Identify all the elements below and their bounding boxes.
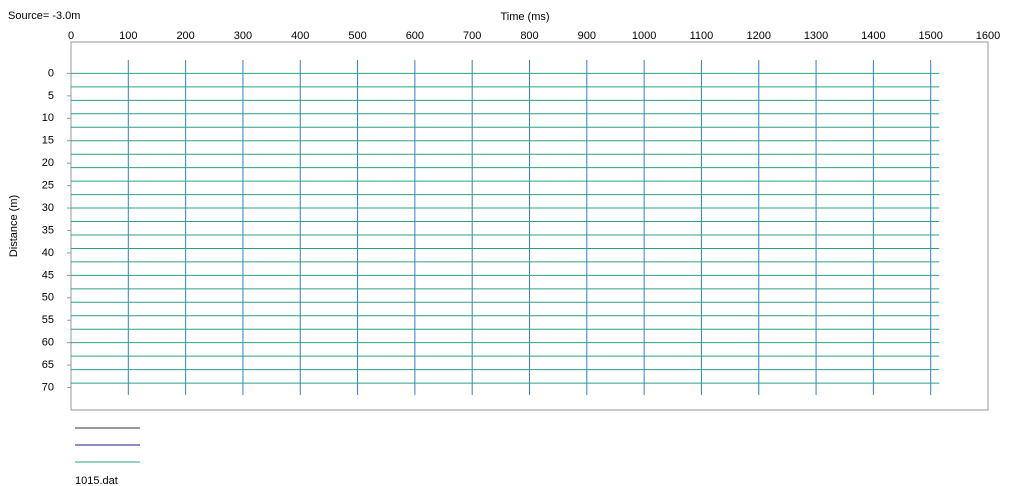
x-tick-label: 200: [176, 30, 194, 42]
x-tick-label: 400: [291, 30, 309, 42]
y-tick-label: 70: [42, 381, 54, 393]
chart-title: Source= -3.0m: [8, 10, 80, 22]
y-tick-label: 40: [42, 247, 54, 259]
x-tick-label: 900: [578, 30, 596, 42]
y-tick-label: 45: [42, 269, 54, 281]
x-tick-label: 1500: [918, 30, 942, 42]
plot-area: [70, 41, 989, 411]
y-tick-label: 60: [42, 337, 54, 349]
y-tick-label: 25: [42, 180, 54, 192]
x-tick-label: 800: [520, 30, 538, 42]
x-tick-label: 1100: [690, 30, 714, 42]
y-tick-label: 55: [42, 314, 54, 326]
y-tick-label: 15: [42, 135, 54, 147]
x-tick-label: 700: [463, 30, 481, 42]
x-tick-label: 1000: [632, 30, 656, 42]
y-tick-label: 5: [48, 90, 54, 102]
x-tick-label: 100: [119, 30, 137, 42]
y-tick-label: 35: [42, 224, 54, 236]
x-tick-label: 1600: [976, 30, 1000, 42]
x-tick-label: 1400: [861, 30, 885, 42]
x-tick-label: 300: [234, 30, 252, 42]
x-tick-label: 500: [348, 30, 366, 42]
y-tick-label: 30: [42, 202, 54, 214]
y-axis-label: Distance (m): [8, 195, 20, 257]
x-tick-label: 1300: [804, 30, 828, 42]
x-tick-label: 0: [68, 30, 74, 42]
y-tick-label: 0: [48, 67, 54, 79]
x-tick-label: 1200: [747, 30, 771, 42]
y-tick-label: 20: [42, 157, 54, 169]
legend-file: 1015.dat: [75, 475, 118, 486]
x-axis-label: Time (ms): [500, 11, 549, 23]
y-tick-label: 65: [42, 359, 54, 371]
y-tick-label: 10: [42, 112, 54, 124]
y-tick-label: 50: [42, 292, 54, 304]
x-tick-label: 600: [406, 30, 424, 42]
